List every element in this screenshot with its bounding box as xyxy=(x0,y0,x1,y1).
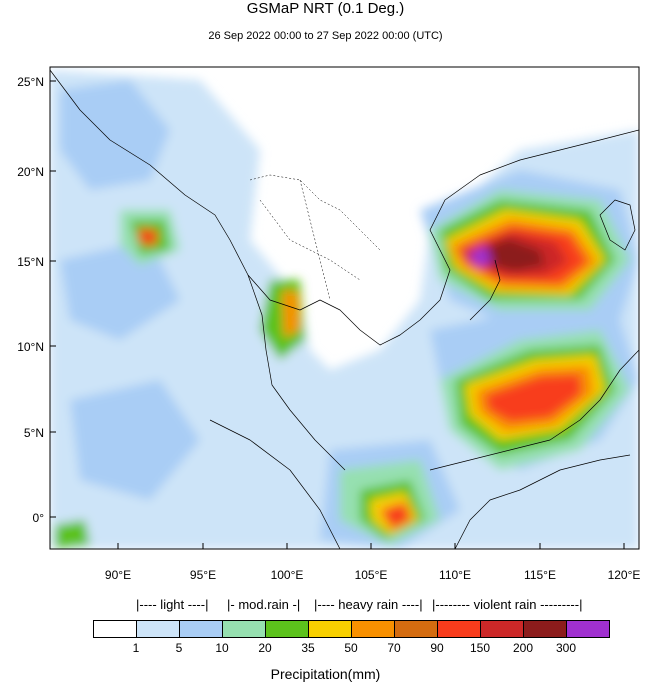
legend-threshold-label: 150 xyxy=(469,641,491,655)
legend-bin xyxy=(93,620,137,638)
legend-threshold-label: 5 xyxy=(175,641,183,655)
legend-category-heavy-rain: |---- heavy rain ----| xyxy=(314,597,423,612)
lat-label-0: 0° xyxy=(32,511,44,525)
legend-bin xyxy=(308,620,352,638)
lon-label-105e: 105°E xyxy=(354,568,388,582)
legend-bin xyxy=(265,620,309,638)
legend-threshold-label: 300 xyxy=(555,641,577,655)
lon-label-110e: 110°E xyxy=(439,568,471,582)
rain-field xyxy=(50,70,639,549)
lon-label-120e: 120°E xyxy=(607,568,641,582)
legend-category-mod-rain: |- mod.rain -| xyxy=(227,597,301,612)
axis-ticks xyxy=(50,80,625,549)
lat-label-15n: 15°N xyxy=(17,255,44,269)
legend-bin xyxy=(222,620,266,638)
map-frame xyxy=(49,66,640,550)
legend-bin xyxy=(480,620,524,638)
legend-category-light: |---- light ----| xyxy=(136,597,209,612)
legend-bin xyxy=(394,620,438,638)
legend-threshold-label: 50 xyxy=(344,641,358,655)
legend-bin xyxy=(351,620,395,638)
legend-bin xyxy=(566,620,610,638)
legend-threshold-label: 90 xyxy=(430,641,444,655)
legend-bin xyxy=(136,620,180,638)
legend-threshold-label: 10 xyxy=(215,641,229,655)
legend-threshold-label: 1 xyxy=(132,641,140,655)
legend-bin xyxy=(179,620,223,638)
legend-threshold-label: 20 xyxy=(258,641,272,655)
lat-label-10n: 10°N xyxy=(17,340,44,354)
lat-label-20n: 20°N xyxy=(17,165,44,179)
legend-threshold-label: 35 xyxy=(301,641,315,655)
map-subtitle: 26 Sep 2022 00:00 to 27 Sep 2022 00:00 (… xyxy=(208,30,443,42)
map-title: GSMaP NRT (0.1 Deg.) xyxy=(246,0,405,17)
lon-label-95e: 95°E xyxy=(189,568,217,582)
lat-label-5n: 5°N xyxy=(23,426,44,440)
legend-threshold-label: 70 xyxy=(387,641,401,655)
legend-title: Precipitation(mm) xyxy=(270,666,381,682)
legend-bin xyxy=(523,620,567,638)
lon-label-100e: 100°E xyxy=(270,568,304,582)
legend-bin xyxy=(437,620,481,638)
borders xyxy=(249,174,381,301)
coastlines xyxy=(50,69,639,549)
lon-label-90e: 90°E xyxy=(104,568,132,582)
lat-label-25n: 25°N xyxy=(17,75,44,89)
lon-label-115e: 115°E xyxy=(524,568,556,582)
legend-category-violent-rain: |-------- violent rain ---------| xyxy=(432,597,583,612)
legend-threshold-label: 200 xyxy=(512,641,534,655)
